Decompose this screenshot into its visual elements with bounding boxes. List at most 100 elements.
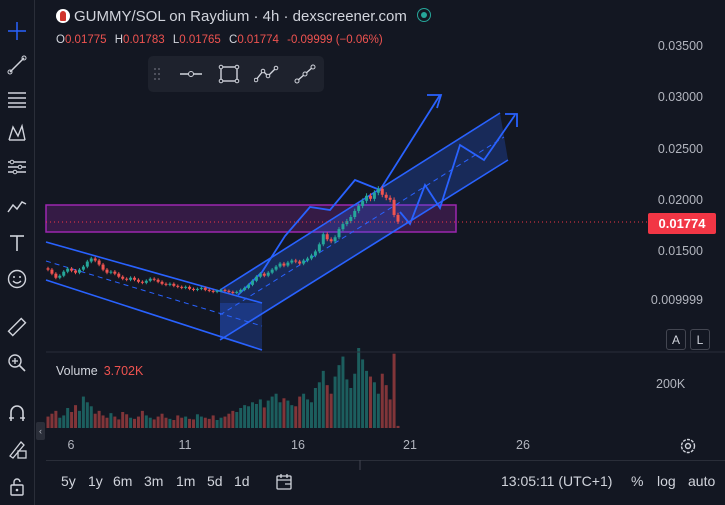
last-price-badge: 0.01774 (648, 213, 716, 234)
market-status-icon[interactable] (416, 8, 431, 22)
up-channel-lower[interactable] (219, 159, 509, 341)
high-value: 0.01783 (123, 34, 165, 46)
text-icon[interactable] (4, 230, 30, 256)
emoji-icon[interactable] (4, 266, 30, 292)
volume-bar (152, 419, 156, 428)
fib-retracement-icon[interactable] (4, 86, 30, 112)
candle-body (164, 283, 168, 285)
candle-body (247, 284, 251, 288)
volume-bar (62, 415, 66, 428)
candle-body (85, 261, 89, 267)
candle-body (298, 261, 302, 264)
candle-body (109, 271, 113, 273)
volume-bar (46, 416, 50, 428)
volume-bar (144, 415, 148, 428)
volume-bar (74, 405, 78, 428)
horizontal-line-tool-icon[interactable] (178, 62, 204, 86)
auto-scale-button[interactable]: A (666, 329, 686, 350)
candle-body (353, 210, 357, 218)
candle-body (321, 234, 325, 245)
crosshair-icon[interactable] (4, 18, 30, 44)
auto-scale-toggle[interactable]: auto (688, 473, 716, 489)
volume-bar (309, 402, 313, 428)
drag-handle-icon[interactable] (150, 62, 164, 86)
volume-bar (89, 406, 93, 428)
magnet-icon[interactable] (4, 400, 30, 426)
timeframe-6m[interactable]: 6m (113, 473, 133, 489)
collapse-toolbar-button[interactable]: ‹ (36, 422, 45, 440)
token-logo-icon (56, 9, 70, 23)
prediction-icon[interactable] (4, 154, 30, 180)
candle-body (380, 188, 384, 195)
candle-body (117, 273, 121, 277)
settings-icon[interactable] (679, 437, 697, 455)
timeframe-1m[interactable]: 1m (176, 473, 196, 489)
volume-bar (168, 418, 172, 428)
candle-body (121, 276, 125, 279)
pattern-icon[interactable] (4, 120, 30, 146)
date-range-icon[interactable] (275, 473, 293, 491)
percent-scale-toggle[interactable]: % (631, 473, 644, 489)
zoom-in-icon[interactable] (4, 350, 30, 376)
ruler-icon[interactable] (4, 314, 30, 340)
timeframe-1d[interactable]: 1d (234, 473, 250, 489)
candle-body (337, 229, 341, 238)
timeframe-1y[interactable]: 1y (88, 473, 103, 489)
candle-body (329, 239, 333, 242)
volume-legend: Volume 3.702K (56, 364, 143, 378)
timeframe-5y[interactable]: 5y (61, 473, 76, 489)
candle-body (152, 278, 156, 280)
lock-drawing-icon[interactable] (4, 436, 30, 462)
floating-drawing-toolbar[interactable] (148, 56, 324, 92)
down-channel-mid (45, 260, 263, 327)
volume-bar (231, 410, 235, 428)
path-tool-icon[interactable] (254, 62, 280, 86)
bottom-toolbar: 5y 1y 6m 3m 1m 5d 1d 13:05:11 (UTC+1) % … (46, 460, 725, 505)
volume-bar (380, 373, 384, 428)
projection-path-2[interactable] (399, 114, 516, 226)
lock-icon[interactable] (4, 473, 30, 499)
volume-bar (156, 416, 160, 428)
candle-body (180, 286, 184, 288)
drawing-toolbar (0, 0, 35, 505)
candle-body (199, 287, 203, 289)
trend-line-icon[interactable] (4, 52, 30, 78)
volume-bar (77, 410, 81, 428)
rectangle-tool-icon[interactable] (216, 62, 242, 86)
price-axis-label: 0.01500 (657, 244, 703, 258)
candle-body (243, 287, 247, 290)
volume-bar (227, 413, 231, 428)
price-chart[interactable] (0, 0, 725, 460)
trend-line-tool-icon[interactable] (292, 62, 318, 86)
ohlc-legend: O0.01775 H0.01783 L0.01765 C0.01774 -0.0… (56, 34, 388, 46)
timeframe-3m[interactable]: 3m (144, 473, 164, 489)
volume-bar (117, 419, 121, 428)
up-channel-fill (220, 113, 508, 340)
candle-body (278, 263, 282, 267)
candle-body (266, 272, 270, 276)
clock[interactable]: 13:05:11 (UTC+1) (501, 473, 613, 489)
volume-axis-label: 200K (656, 377, 686, 391)
volume-bar (365, 370, 369, 428)
candle-body (195, 288, 199, 290)
log-scale-toggle[interactable]: log (657, 473, 676, 489)
volume-bar (286, 400, 290, 428)
candle-body (97, 260, 101, 265)
volume-bar (188, 418, 192, 428)
volume-bar (97, 410, 101, 428)
candle-body (376, 188, 380, 193)
down-channel-lower[interactable] (45, 279, 263, 351)
down-channel-upper[interactable] (45, 241, 263, 304)
log-scale-button[interactable]: L (690, 329, 710, 350)
volume-bar (306, 399, 310, 428)
close-value: 0.01774 (237, 34, 279, 46)
volume-bar (388, 399, 392, 428)
time-axis-label: 21 (403, 438, 417, 452)
projection-path-1[interactable] (237, 94, 441, 296)
volume-bar (392, 353, 396, 428)
volume-bar (313, 388, 317, 428)
up-channel-upper[interactable] (219, 112, 501, 291)
chart-title: GUMMY/SOL on Raydium · 4h · dexscreener.… (56, 8, 431, 25)
timeframe-5d[interactable]: 5d (207, 473, 223, 489)
brush-icon[interactable] (4, 194, 30, 220)
